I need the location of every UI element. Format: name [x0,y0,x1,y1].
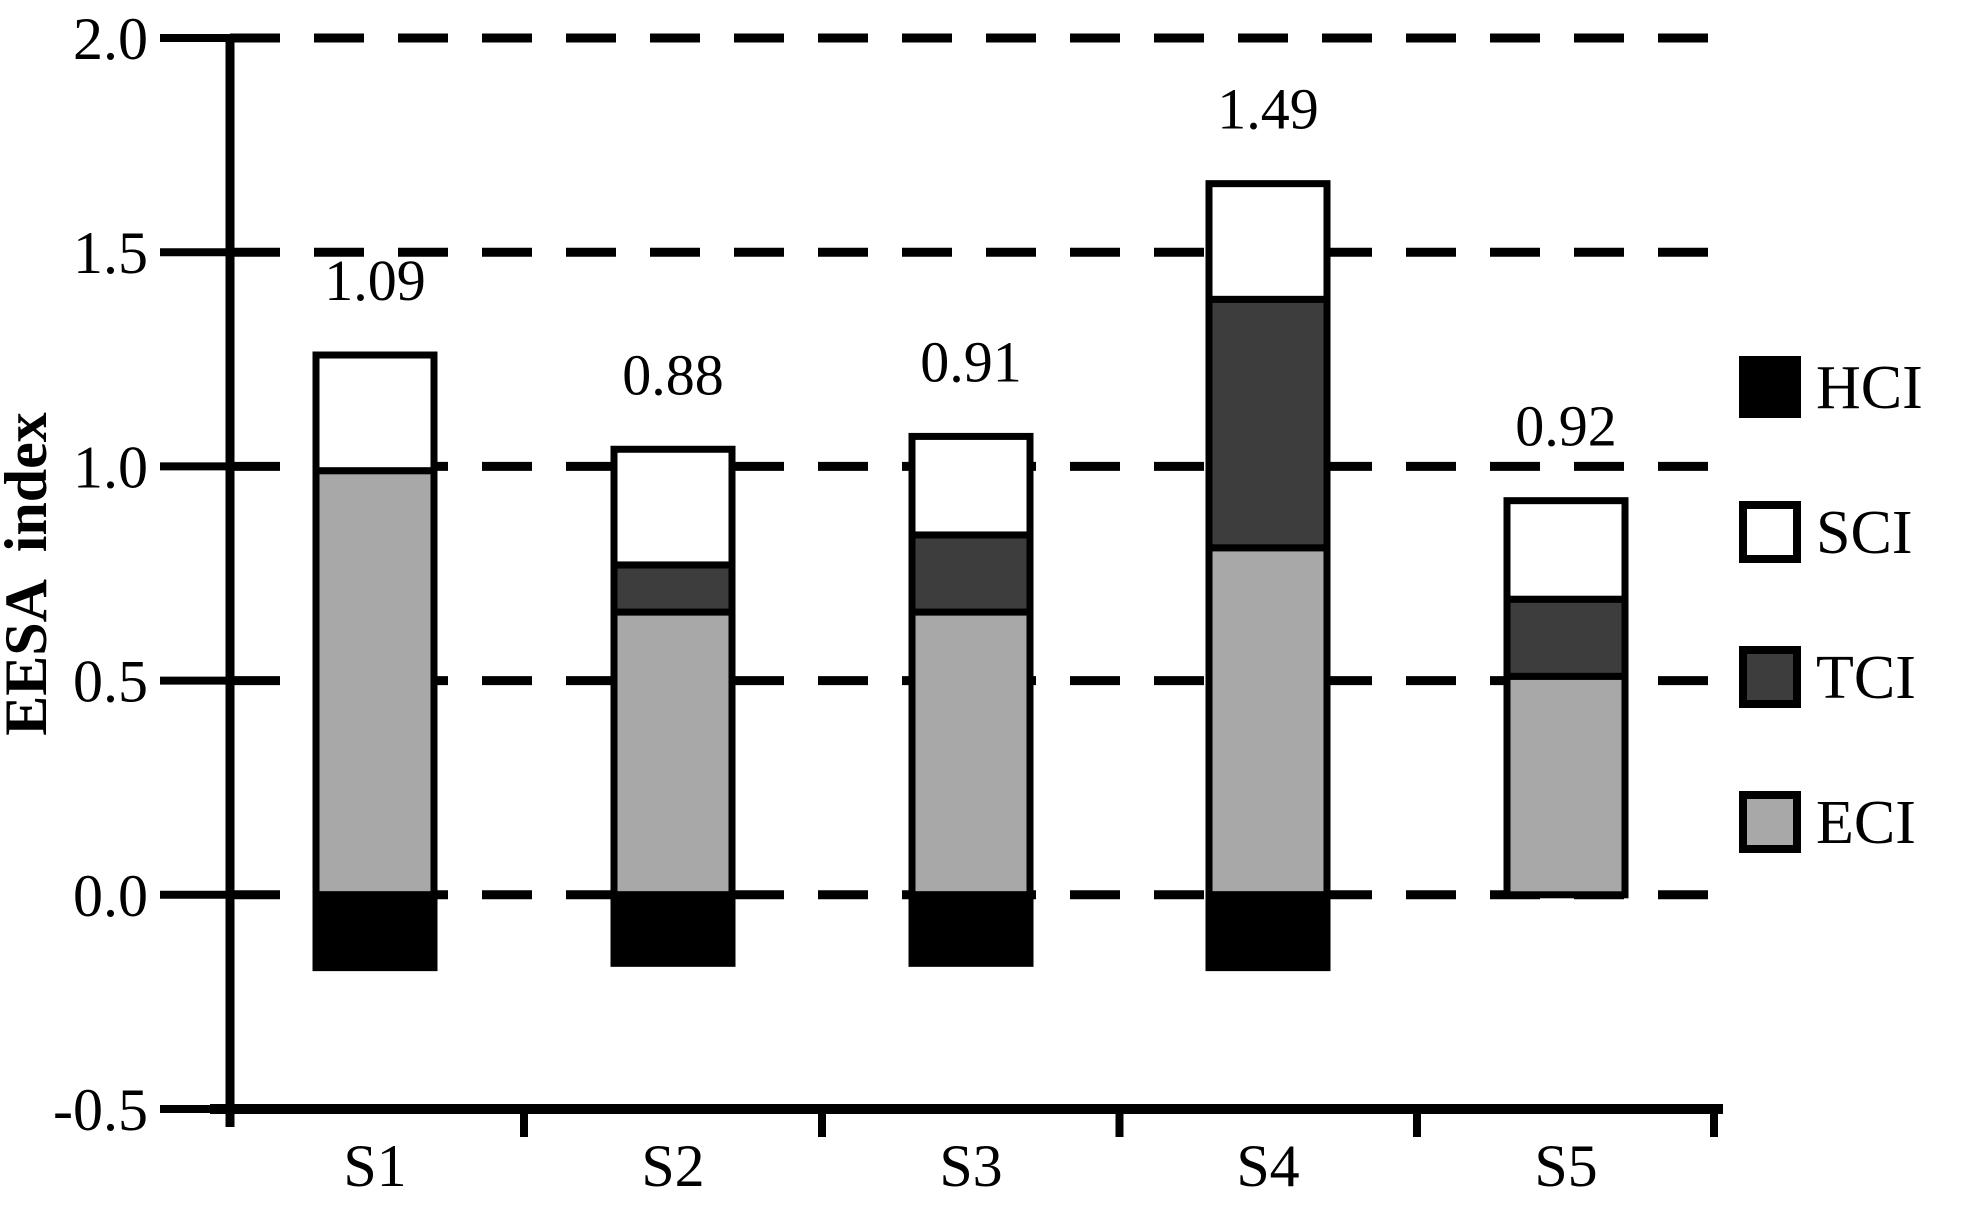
bar-segment-s2-sci [610,445,736,569]
y-axis-title: EESA index [0,412,59,735]
y-tick-label: 0.0 [73,863,148,929]
bar-segment-s5-tci [1503,595,1629,680]
bar-segment-s4-eci [1205,544,1331,899]
y-tick-label: -0.5 [53,1077,148,1143]
bar-segment-s4-sci [1205,180,1331,303]
legend-label-hci: HCI [1816,354,1923,422]
legend-label-tci: TCI [1816,644,1916,712]
bar-segment-s3-eci [908,608,1034,899]
bar-segment-s3-hci [908,891,1034,967]
legend-swatch-tci [1739,646,1801,708]
bar-value-label: 0.91 [920,329,1022,394]
y-tick-label: 2.0 [73,6,148,72]
axis-layer [160,34,1723,1137]
bar-segment-s3-tci [908,531,1034,616]
labels-layer: 2.0 1.5 1.0 0.5 0.0 -0.5 1.09 S1 0.88 S2 0.91 S3 1.4… [53,6,1617,1199]
bar-value-label: 1.49 [1217,77,1319,142]
bar-value-label: 1.09 [324,248,426,313]
bar-segment-s5-sci [1503,497,1629,603]
x-tick-label: S3 [939,1133,1002,1199]
bar-segment-s3-sci [908,432,1034,539]
legend-layer: HCI SCI TCI ECI [1739,354,1923,857]
bar-value-label: 0.92 [1515,394,1617,459]
y-tick-label: 0.5 [73,649,148,715]
bar-segment-s2-hci [610,891,736,967]
bars-layer [312,180,1629,972]
bar-segment-s5-eci [1503,672,1629,899]
bar-segment-s4-tci [1205,295,1331,552]
bar-segment-s1-sci [312,351,438,475]
bar-value-label: 0.88 [622,342,724,407]
legend-label-eci: ECI [1816,789,1916,857]
legend-swatch-eci [1739,791,1801,853]
x-tick-label: S1 [343,1133,406,1199]
legend-label-sci: SCI [1816,499,1912,567]
bar-segment-s1-hci [312,891,438,972]
y-tick-label: 1.5 [73,220,148,286]
x-tick-label: S4 [1236,1133,1299,1199]
y-tick-label: 1.0 [73,434,148,500]
legend-swatch-sci [1739,501,1801,563]
bar-segment-s1-eci [312,467,438,899]
bar-segment-s4-hci [1205,891,1331,972]
legend-swatch-hci [1739,356,1801,418]
x-tick-label: S5 [1534,1133,1597,1199]
x-tick-label: S2 [641,1133,704,1199]
bar-segment-s2-tci [610,561,736,616]
bar-segment-s2-eci [610,608,736,899]
